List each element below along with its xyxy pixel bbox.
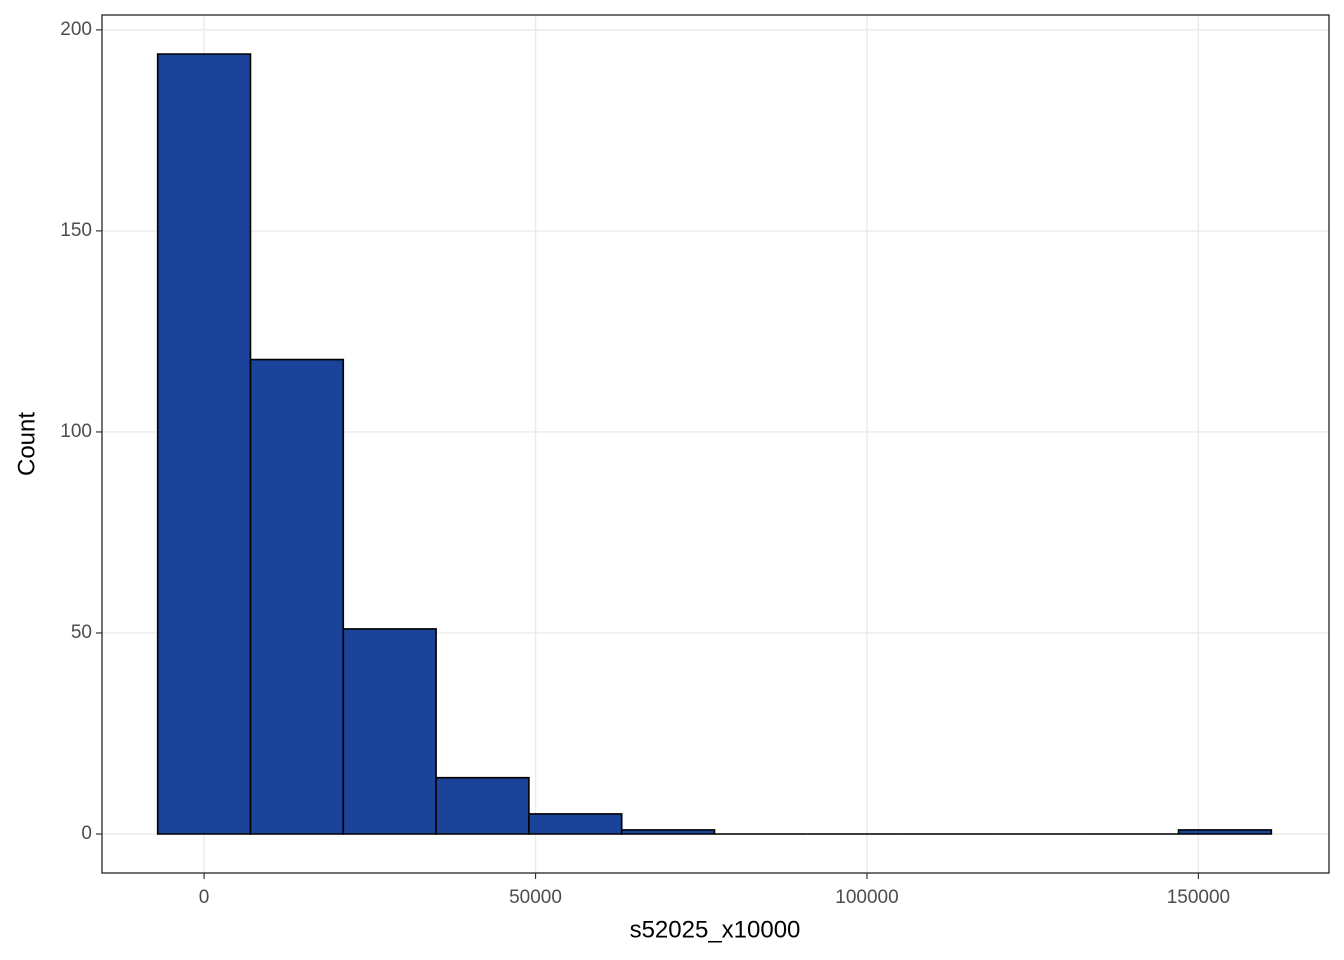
bar (249, 358, 345, 835)
x-tick-label: 50000 (509, 887, 562, 908)
plot-border (101, 14, 1330, 874)
bar (342, 628, 437, 835)
x-tick-label: 100000 (835, 887, 898, 908)
bar (1177, 829, 1273, 835)
bar (620, 829, 716, 835)
x-axis-label: s52025_x10000 (630, 916, 801, 943)
x-tick-label: 0 (199, 887, 210, 908)
bar (156, 53, 252, 835)
y-tick-label: 150 (60, 220, 92, 241)
x-tick-label: 150000 (1167, 887, 1230, 908)
y-tick-label: 200 (60, 19, 92, 40)
y-tick-label: 0 (81, 823, 92, 844)
y-tick-label: 100 (60, 421, 92, 442)
y-tick-label: 50 (71, 622, 92, 643)
bar (435, 776, 530, 835)
y-axis-label: Count (13, 412, 40, 476)
bar (528, 813, 623, 835)
